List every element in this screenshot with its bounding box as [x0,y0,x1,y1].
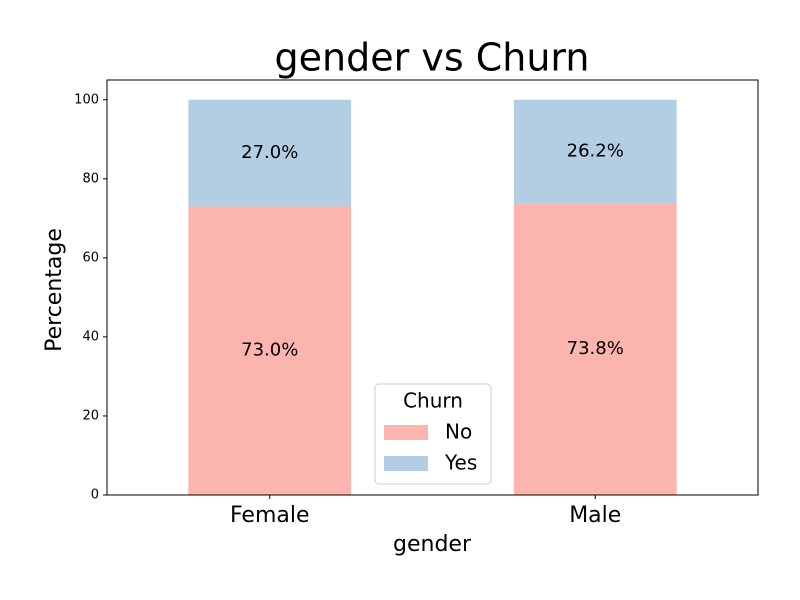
legend-swatch [384,425,428,440]
x-tick-label: Male [569,503,621,528]
data-label: 26.2% [567,141,624,162]
x-axis-label: gender [393,532,472,557]
x-tick-label: Female [230,503,310,528]
y-axis-label: Percentage [42,228,67,352]
data-label: 73.0% [241,340,298,361]
bar-segment [188,206,352,495]
y-tick-label: 0 [91,488,99,503]
legend-swatch [384,456,428,471]
legend-label: No [445,420,472,444]
y-tick-label: 40 [82,329,99,344]
bar-segment [513,203,677,496]
chart-title: gender vs Churn [275,36,590,80]
data-label: 73.8% [567,338,624,359]
y-tick-label: 80 [82,171,99,186]
y-tick-label: 60 [82,250,99,265]
bar-segment [513,99,677,204]
bar-segment [188,99,352,207]
legend-title: Churn [403,389,463,413]
legend-label: Yes [444,451,477,475]
legend: Churn No Yes [374,383,492,485]
axes-frame [106,79,759,496]
data-label: 27.0% [241,142,298,163]
y-tick-label: 20 [82,408,99,423]
y-tick-label: 100 [74,92,99,107]
